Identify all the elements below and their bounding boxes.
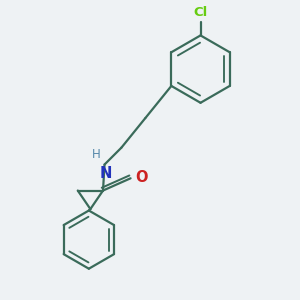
Text: N: N [100,166,112,181]
Text: O: O [135,170,147,185]
Text: Cl: Cl [194,6,208,19]
Text: H: H [92,148,100,161]
